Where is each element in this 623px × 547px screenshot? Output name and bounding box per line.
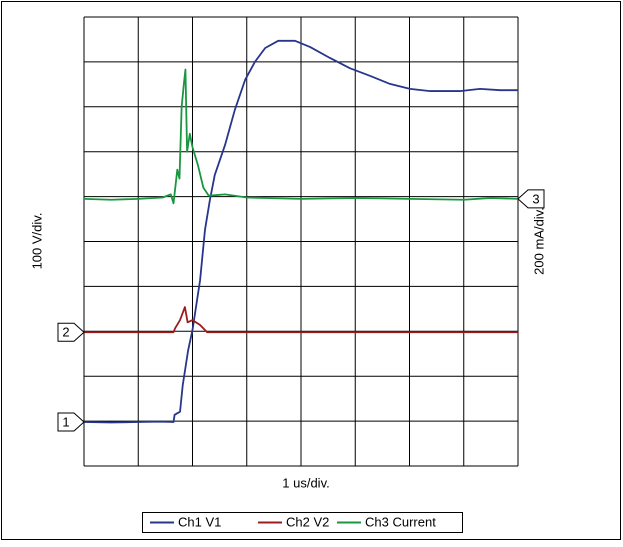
series-line — [83, 68, 519, 205]
channel-marker-label: 3 — [532, 191, 539, 206]
legend — [142, 512, 463, 533]
channel-marker — [517, 189, 545, 209]
y2-axis-label: 200 mA/div. — [531, 207, 546, 275]
series-line — [84, 306, 518, 334]
x-axis-label: 1 us/div. — [282, 475, 329, 490]
legend-label: Ch1 V1 — [178, 514, 221, 529]
legend-label: Ch2 V2 — [286, 514, 329, 529]
series-line — [83, 39, 518, 424]
channel-marker — [57, 322, 85, 342]
channel-marker — [57, 412, 85, 432]
channel-marker-label: 2 — [62, 325, 69, 340]
channel-marker-label: 1 — [62, 414, 69, 429]
legend-label: Ch3 Current — [365, 514, 436, 529]
y-axis-label: 100 V/div. — [29, 213, 44, 270]
